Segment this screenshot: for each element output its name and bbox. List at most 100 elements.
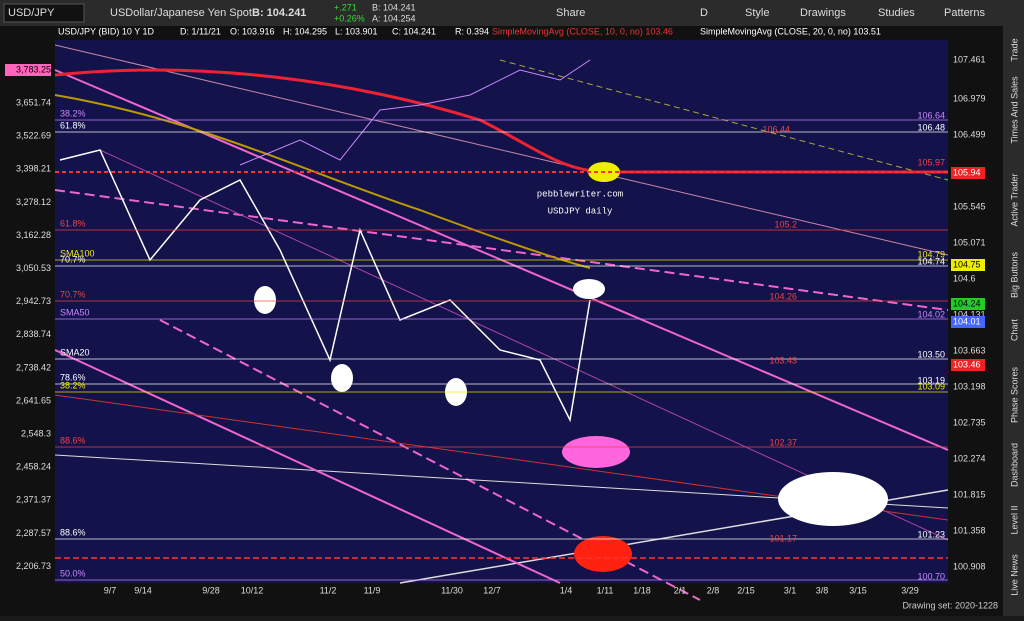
watermark: USDJPY daily xyxy=(548,206,613,216)
trend-line xyxy=(159,319,701,601)
side-tab[interactable]: Level II xyxy=(1009,505,1019,534)
x-axis-label: 11/30 xyxy=(441,585,463,595)
right-axis-label: 101.358 xyxy=(953,525,986,535)
side-tab[interactable]: Phase Scores xyxy=(1009,366,1019,423)
level-value: 104.79 xyxy=(917,249,945,259)
left-axis-label: 3,522.69 xyxy=(16,131,51,141)
level-value: 104.26 xyxy=(769,291,797,301)
description: USDollar/Japanese Yen Spot xyxy=(110,7,252,19)
info-item: SimpleMovingAvg (CLOSE, 20, 0, no) 103.5… xyxy=(700,26,881,36)
symbol[interactable]: USD/JPY xyxy=(8,7,55,19)
left-axis-label: 3,050.53 xyxy=(16,263,51,273)
toolbar-button[interactable]: Studies xyxy=(878,7,915,19)
left-axis-label: 2,287.57 xyxy=(16,528,51,538)
x-axis-label: 1/11 xyxy=(597,585,614,595)
level-label: 38.2% xyxy=(60,108,86,118)
level-value: 106.44 xyxy=(762,124,790,134)
x-axis-label: 3/29 xyxy=(901,585,919,595)
x-axis-label: 9/14 xyxy=(134,585,152,595)
price-badge xyxy=(951,259,985,271)
price-badge-label: 104.75 xyxy=(953,259,981,269)
trend-line xyxy=(99,149,949,541)
price-badge-label: 104.01 xyxy=(953,316,981,326)
info-item: USD/JPY (BID) 10 Y 1D xyxy=(58,26,155,36)
level-label: 70.7% xyxy=(60,254,86,264)
info-item: R: 0.394 xyxy=(455,26,489,36)
left-axis-label: 3,651.74 xyxy=(16,97,51,107)
level-value: 103.50 xyxy=(917,349,945,359)
level-value: 103.19 xyxy=(917,375,945,385)
marker xyxy=(778,472,888,526)
info-item: O: 103.916 xyxy=(230,26,275,36)
left-axis-label: 2,371.37 xyxy=(16,495,51,505)
last-price: B: 104.241 xyxy=(252,7,306,19)
side-tab[interactable]: Chart xyxy=(1009,319,1019,342)
price-badge xyxy=(951,298,985,310)
toolbar-button[interactable]: Style xyxy=(745,7,769,19)
symbol-box[interactable] xyxy=(3,3,85,23)
side-tab[interactable]: Live News xyxy=(1009,554,1019,596)
price-badge-label: 104.24 xyxy=(953,298,981,308)
side-tab[interactable]: Trade xyxy=(1009,38,1019,61)
x-axis-label: 1/4 xyxy=(560,585,573,595)
price-badge-label: 103.46 xyxy=(953,359,981,369)
toolbar xyxy=(0,0,1024,26)
level-value: 102.37 xyxy=(769,437,797,447)
price-badge-label: 105.94 xyxy=(953,167,981,177)
level-value: 105.97 xyxy=(917,157,945,167)
level-label: 88.6% xyxy=(60,527,86,537)
price-badge xyxy=(951,316,985,328)
marker xyxy=(573,279,605,299)
marker xyxy=(331,364,353,392)
level-label: SMA50 xyxy=(60,307,90,317)
toolbar-button[interactable]: Patterns xyxy=(944,7,985,19)
level-label: SMA20 xyxy=(60,347,90,357)
marker xyxy=(254,286,276,314)
x-axis-label: 12/7 xyxy=(483,585,501,595)
toolbar-button[interactable]: Drawings xyxy=(800,7,846,19)
x-axis-label: 1/18 xyxy=(633,585,651,595)
right-axis-label: 104.6 xyxy=(953,273,976,283)
ask: A: 104.254 xyxy=(372,13,416,23)
toolbar-button[interactable]: Share xyxy=(556,7,585,19)
change-pct: +0.26% xyxy=(334,13,365,23)
right-axis-label: 106.979 xyxy=(953,93,986,103)
side-tab[interactable]: Big Buttons xyxy=(1009,251,1019,298)
x-axis-label: 3/15 xyxy=(849,585,867,595)
right-axis-label: 102.735 xyxy=(953,417,986,427)
info-item: L: 103.901 xyxy=(335,26,378,36)
right-axis-label: 106.499 xyxy=(953,129,986,139)
info-item: D: 1/11/21 xyxy=(180,26,221,36)
right-axis-label: 105.071 xyxy=(953,237,986,247)
x-axis-label: 2/15 xyxy=(737,585,755,595)
right-axis-label: 104.131 xyxy=(953,309,986,319)
level-value: 103.43 xyxy=(769,355,797,365)
level-label: 61.8% xyxy=(60,120,86,130)
level-label: 88.6% xyxy=(60,435,86,445)
x-axis-label: 9/7 xyxy=(104,585,117,595)
drawings xyxy=(54,44,949,601)
level-value: 101.17 xyxy=(769,533,797,543)
level-value: 106.64 xyxy=(917,110,945,120)
right-axis-label: 100.908 xyxy=(953,561,986,571)
left-axis-label: 2,548.3 xyxy=(21,428,51,438)
side-tab[interactable]: Dashboard xyxy=(1009,443,1019,487)
right-axis-label: 101.815 xyxy=(953,489,986,499)
right-axis-label: 105.545 xyxy=(953,201,986,211)
x-axis-label: 3/1 xyxy=(784,585,797,595)
right-axis-label: 102.274 xyxy=(953,453,986,463)
left-axis-label: 2,838.74 xyxy=(16,329,51,339)
level-value: 106.48 xyxy=(917,122,945,132)
left-axis-label: 2,641.65 xyxy=(16,395,51,405)
toolbar-button[interactable]: D xyxy=(700,7,708,19)
side-tab[interactable]: Active Trader xyxy=(1009,173,1019,226)
level-value: 104.02 xyxy=(917,309,945,319)
level-value: 101.23 xyxy=(917,529,945,539)
price-badge xyxy=(951,167,985,179)
left-axis-label: 3,398.21 xyxy=(16,164,51,174)
level-label: 50.0% xyxy=(60,568,86,578)
price-badge xyxy=(951,359,985,371)
side-tab[interactable]: Times And Sales xyxy=(1009,76,1019,144)
